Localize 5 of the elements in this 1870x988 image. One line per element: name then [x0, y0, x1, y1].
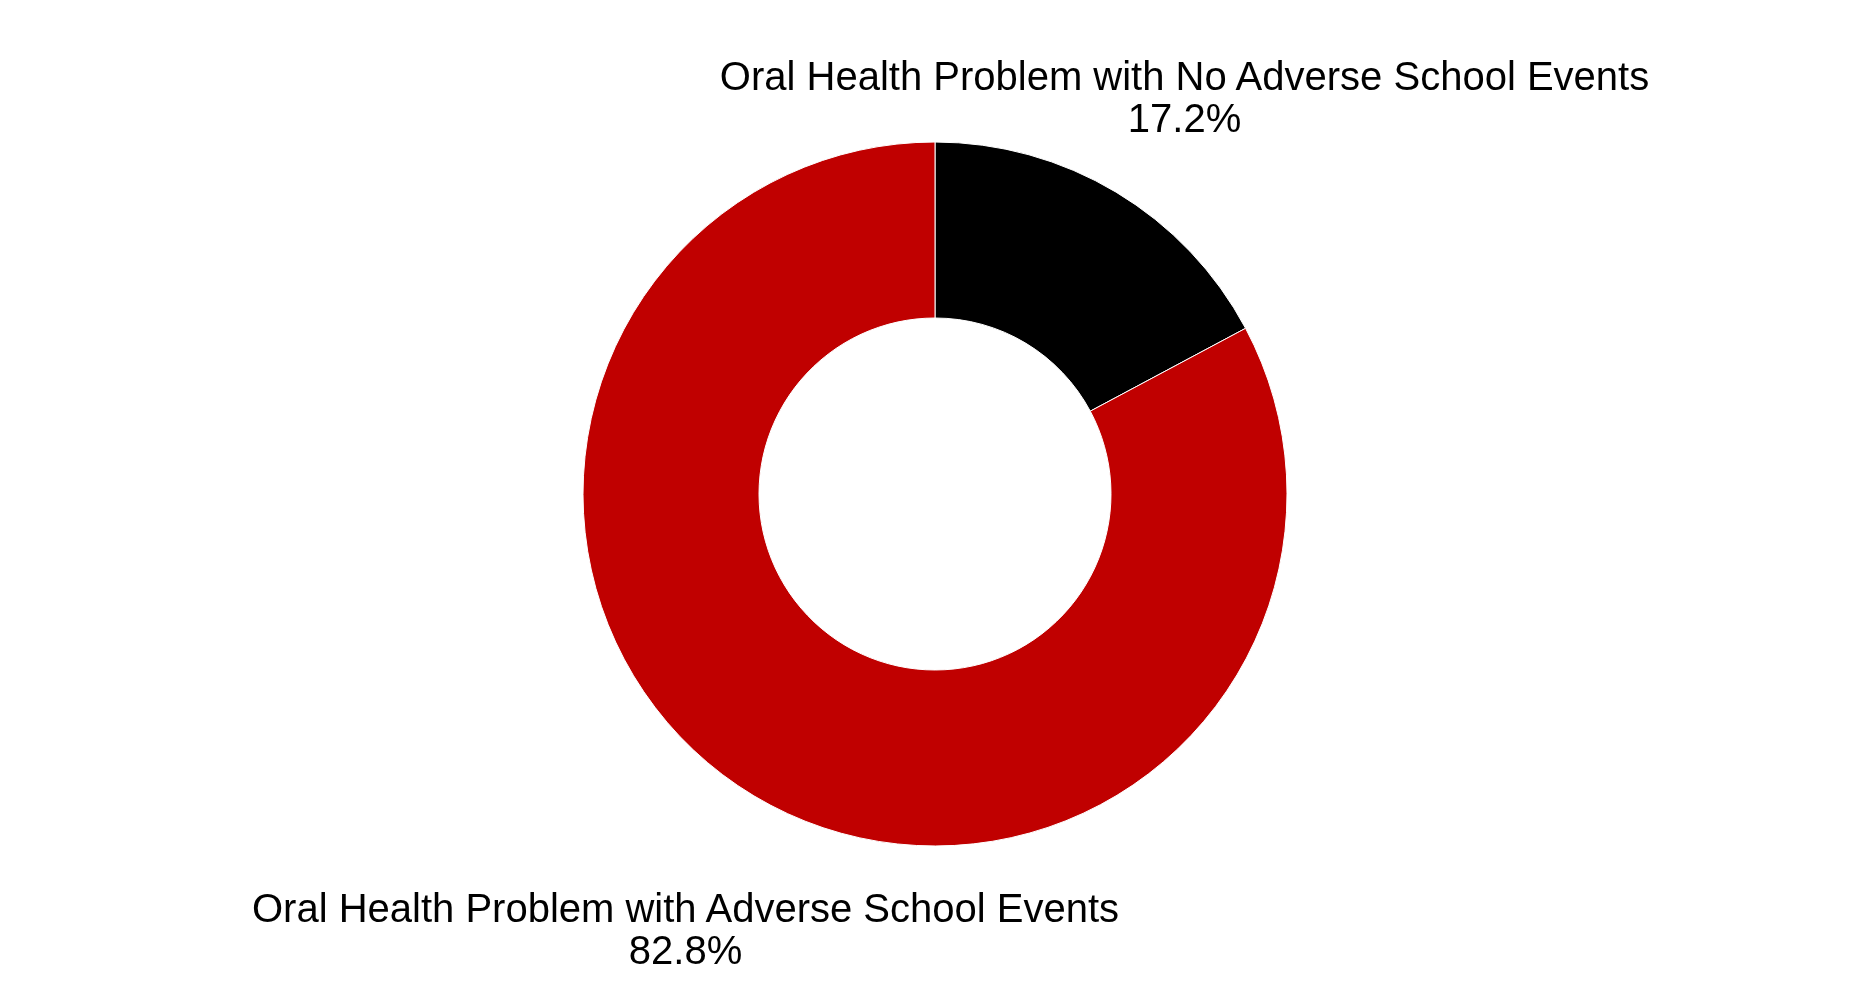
data-label: 17.2%: [1127, 96, 1242, 141]
data-label: 82.8%: [628, 927, 743, 972]
donut-slice: [582, 141, 1288, 847]
slice-label: Oral Health Problem with No Adverse School Events: [719, 54, 1650, 99]
slice-label: Oral Health Problem with Adverse School Events: [251, 885, 1120, 930]
